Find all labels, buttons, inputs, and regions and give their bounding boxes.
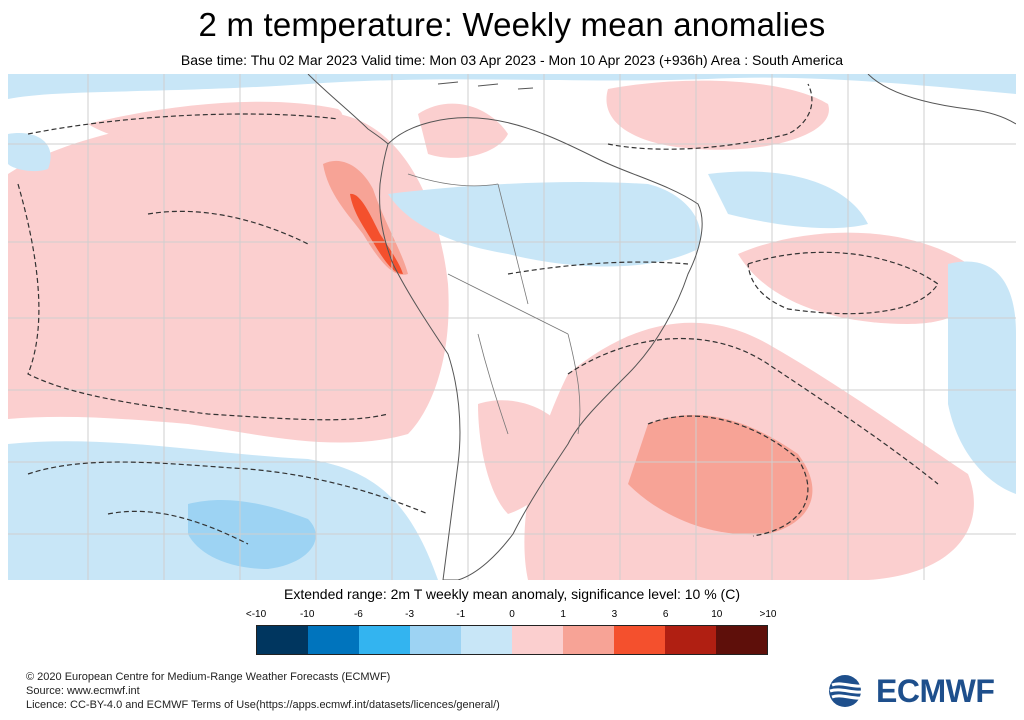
legend-tick: -6 [353,609,363,620]
copyright-text: © 2020 European Centre for Medium-Range … [26,671,391,683]
cold-area-tropical-atlantic [708,171,868,229]
legend-tick: -1 [456,609,466,620]
legend-swatch-7 [614,626,665,654]
legend-tick: -10 [299,609,315,620]
legend-ticks: <-10 -10 -6 -3 -1 0 1 3 6 10 >10 [246,609,777,623]
legend-swatch-4 [461,626,512,654]
cold-area-east-edge [948,261,1016,494]
legend-swatch-0 [257,626,308,654]
warm-area-north-sa [418,103,508,158]
warm-area-central-atlantic [738,232,975,324]
africa-coastline [867,74,1016,125]
warm-area-east-pacific [8,112,449,443]
source-text: Source: www.ecmwf.int [26,685,140,697]
legend-swatch-3 [410,626,461,654]
legend-tick: -3 [405,609,415,620]
lat-lon-grid [8,74,1016,580]
legend-tick: 6 [662,609,669,620]
legend-tick: 1 [560,609,566,620]
country-borders [407,173,581,435]
footer: © 2020 European Centre for Medium-Range … [26,670,500,712]
cold-area-west-edge [8,133,51,172]
legend-colorbar [256,625,768,655]
legend-title: Extended range: 2m T weekly mean anomaly… [283,586,740,602]
map-panel[interactable] [8,74,1016,580]
legend-tick: <-10 [245,609,267,620]
legend-swatch-8 [665,626,716,654]
legend-swatch-9 [716,626,767,654]
significance-contours [17,83,939,545]
logo-text: ECMWF [876,672,995,709]
warm-area-caribbean [606,80,829,150]
ecmwf-logo-icon [829,675,869,707]
warm-area-sw-atlantic-core [628,415,813,535]
ecmwf-logo[interactable]: ECMWF [828,672,1000,710]
warm-area-north-pacific [88,101,343,145]
legend-tick: 10 [711,609,723,620]
land-outlines [307,74,1016,580]
legend-swatch-5 [512,626,563,654]
legend-swatch-2 [359,626,410,654]
anomaly-map [8,74,1016,580]
legend-tick: 0 [509,609,515,620]
legend-swatch-1 [308,626,359,654]
legend-tick: 3 [611,609,618,620]
warm-area-argentina [478,400,568,514]
page-title: 2 m temperature: Weekly mean anomalies [198,6,826,43]
page-subtitle: Base time: Thu 02 Mar 2023 Valid time: M… [180,52,844,68]
cold-area-top-strip [8,74,1016,99]
legend-tick: >10 [759,609,777,620]
central-america-coastline [307,74,389,145]
caribbean-islands [437,81,534,90]
licence-text: Licence: CC-BY-4.0 and ECMWF Terms of Us… [26,699,500,711]
legend-swatch-6 [563,626,614,654]
south-america-coastline [379,117,703,580]
